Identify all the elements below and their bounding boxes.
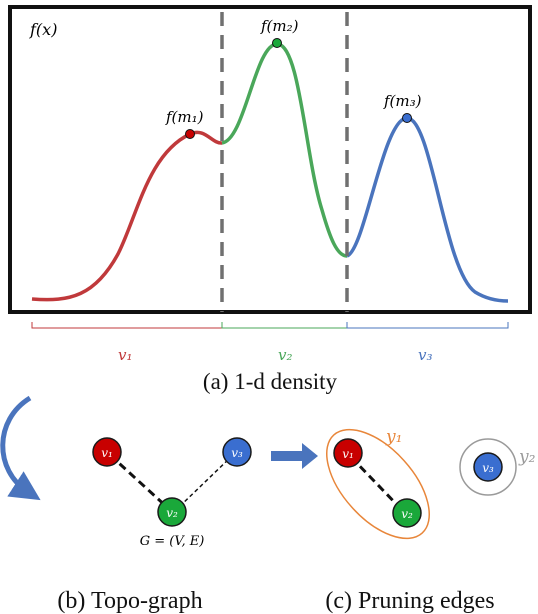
segment-label-v2: v₂ xyxy=(278,346,293,364)
node-v2 xyxy=(157,497,187,527)
peak-point-m3 xyxy=(402,113,412,123)
node-v2-pruned xyxy=(392,498,422,528)
peak-point-m1 xyxy=(185,129,195,139)
peak-point-m2 xyxy=(272,38,282,48)
caption-b: (b) Topo-graph xyxy=(57,588,202,614)
edge-v3-v2 xyxy=(177,454,234,509)
range-bracket-v1 xyxy=(31,322,223,329)
range-bracket-v2 xyxy=(221,322,348,329)
caption-c: (c) Pruning edges xyxy=(325,588,494,614)
node-v3-pruned xyxy=(473,452,503,482)
panel-b: v₁ v₃ v₂ G = (V, E) (b) Topo-graph xyxy=(57,437,252,614)
node-v3-pruned-label: v₃ xyxy=(482,461,494,475)
caption-a: (a) 1-d density xyxy=(203,369,338,394)
peak-label-m2: f(m₂) xyxy=(260,17,299,35)
node-v1-label: v₁ xyxy=(101,446,113,460)
node-v3 xyxy=(222,437,252,467)
density-segment-v2 xyxy=(221,42,348,258)
density-segment-v1 xyxy=(31,130,223,302)
group-label-y2: y₂ xyxy=(518,447,536,467)
range-bracket-v3 xyxy=(346,322,509,329)
panel-a: f(x) f(m₁) f(m₂) f(m₃) v₁ v₂ v₃ (a) 1-d … xyxy=(8,5,532,394)
node-v1-pruned xyxy=(333,438,363,468)
edge-v1-v2-kept xyxy=(349,455,404,512)
edge-v1-v2 xyxy=(108,453,170,510)
plot-frame xyxy=(8,5,532,314)
node-v3-label: v₃ xyxy=(231,446,243,460)
node-v1-pruned-label: v₁ xyxy=(342,447,354,461)
peak-label-m1: f(m₁) xyxy=(165,108,204,126)
y-axis-label: f(x) xyxy=(29,20,57,39)
peak-label-m3: f(m₃) xyxy=(383,92,422,110)
group-ellipse-y1 xyxy=(325,428,431,540)
graph-label: G = (V, E) xyxy=(140,534,205,549)
panel-c: y₁ v₁ v₂ v₃ y₂ (c) Pruning edges xyxy=(325,427,536,614)
group-circle-y2 xyxy=(459,438,517,496)
density-segment-v3 xyxy=(345,116,509,303)
group-label-y1: y₁ xyxy=(385,427,402,447)
right-arrow-icon xyxy=(271,443,318,469)
curved-arrow-icon xyxy=(0,395,41,501)
node-v1 xyxy=(92,437,122,467)
segment-label-v1: v₁ xyxy=(118,346,133,364)
node-v2-label: v₂ xyxy=(166,506,178,520)
node-v2-pruned-label: v₂ xyxy=(401,507,413,521)
segment-label-v3: v₃ xyxy=(418,346,433,364)
